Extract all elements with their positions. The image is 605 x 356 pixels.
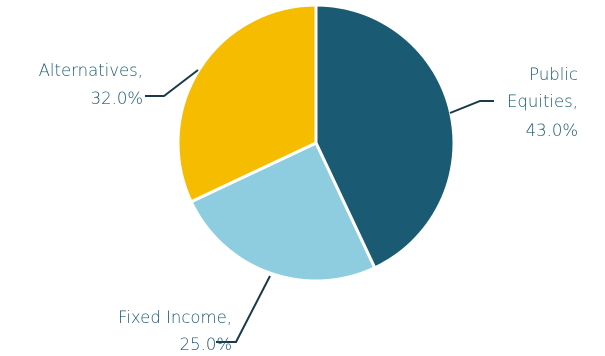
pie-slices bbox=[176, 3, 456, 283]
slice-name-label-public-equities: Equities, bbox=[507, 92, 578, 111]
slice-value-label-public-equities: 43.0% bbox=[526, 121, 578, 140]
slice-value-label-alternatives: 32.0% bbox=[91, 89, 143, 108]
slice-name-label-fixed-income: Fixed Income, bbox=[118, 308, 232, 327]
leader-line-fixed-income bbox=[216, 275, 271, 343]
leader-line-public-equities bbox=[449, 100, 494, 114]
pie-slice-alternatives bbox=[176, 3, 318, 204]
leader-line-alternatives bbox=[145, 69, 199, 97]
slice-name-label-alternatives: Alternatives, bbox=[39, 61, 143, 80]
slice-value-label-fixed-income: 25.0% bbox=[180, 335, 232, 354]
pie-labels: Public Equities, 43.0% Fixed Income, 25.0% Al… bbox=[39, 61, 578, 354]
pie-slice-fixed-income bbox=[189, 141, 377, 283]
slice-name-label-public-equities: Public bbox=[529, 65, 578, 84]
